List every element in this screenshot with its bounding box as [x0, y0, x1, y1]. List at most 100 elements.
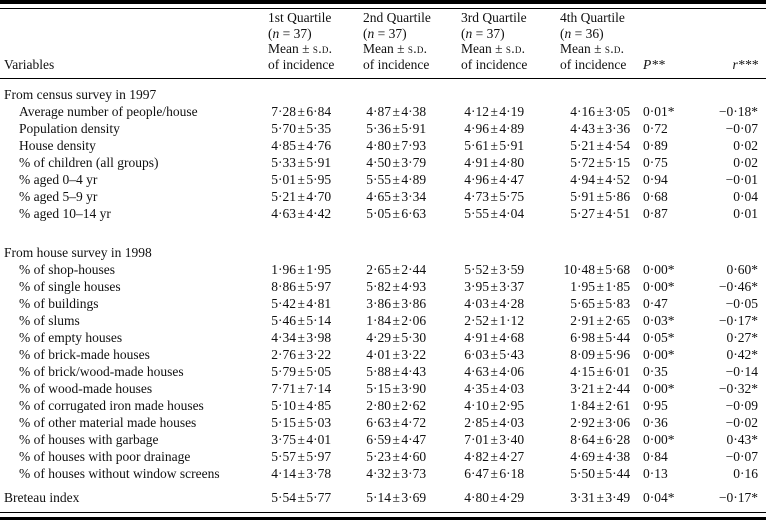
row-label: House density: [19, 138, 96, 153]
row-label: % aged 10–14 yr: [19, 206, 111, 221]
table-row: % of brick/wood-made houses 5·79 ±5·05 5·88…: [0, 363, 766, 380]
r-value: 0·01: [733, 206, 758, 221]
section-title: From house survey in 1998: [4, 245, 152, 260]
quartile-title: 3rd Quartile: [461, 10, 527, 25]
mean-sd-value: 7·28 ±6·84: [271, 104, 332, 119]
mean-sd-value: 4·91 ±4·68: [464, 330, 525, 345]
column-header-variables: Variables: [4, 56, 55, 72]
mean-sd-value: 1·95 ±1·85: [570, 279, 631, 294]
mean-sd-value: 3·86 ±3·86: [366, 296, 427, 311]
mean-sd-value: 3·31 ±3·49: [570, 490, 631, 505]
row-label: % of houses with garbage: [19, 432, 159, 447]
mean-sd-value: 4·80 ±7·93: [366, 138, 427, 153]
p-value: 0·95: [643, 398, 668, 413]
mean-sd-value: 5·21 ±4·54: [570, 138, 631, 153]
table-row: % aged 5–9 yr 5·21 ±4·70 4·65 ±3·34 4·73 ±5·75…: [0, 188, 766, 205]
r-value: 0·43*: [726, 432, 759, 447]
r-value: −0·09: [725, 398, 758, 413]
row-label: % of empty houses: [19, 330, 123, 345]
mean-sd-value: 4·14 ±3·78: [271, 466, 332, 481]
p-value: 0·94: [643, 172, 668, 187]
mean-sd-value: 2·92 ±3·06: [570, 415, 631, 430]
row-label: Population density: [19, 121, 120, 136]
table-row: % of corrugated iron made houses 5·10 ±4·8…: [0, 397, 766, 414]
mean-sd-value: 4·34 ±3·98: [271, 330, 332, 345]
row-label: % of other material made houses: [19, 415, 197, 430]
r-value: 0·60*: [726, 262, 759, 277]
mean-sd-value: 4·94 ±4·52: [570, 172, 631, 187]
mean-sd-value: 3·21 ±2·44: [570, 381, 631, 396]
table-section: From house survey in 1998% of shop-house…: [0, 244, 766, 482]
mean-sd-value: 4·73 ±5·75: [464, 189, 525, 204]
mean-sd-value: 4·15 ±6·01: [570, 364, 631, 379]
row-label: Breteau index: [4, 490, 80, 505]
quartile-n: (n = 37): [268, 25, 312, 41]
mean-sd-value: 7·01 ±3·40: [464, 432, 525, 447]
table-section: From census survey in 1997 Average number…: [0, 86, 766, 222]
p-value: 0·13: [643, 466, 668, 481]
section-title: From census survey in 1997: [4, 87, 157, 102]
table-row: % of wood-made houses 7·71 ±7·14 5·15 ±3·90 4…: [0, 380, 766, 397]
column-header-quartile: 4th Quartile (n = 36) Mean ± s.d. of incide…: [560, 10, 643, 72]
mean-sd-value: 8·09 ±5·96: [570, 347, 631, 362]
incidence-label: of incidence: [560, 56, 627, 72]
mean-sd-value: 5·05 ±6·63: [366, 206, 427, 221]
table-row: % of houses with garbage 3·75 ±4·01 6·59 ±4·…: [0, 431, 766, 448]
table-row: % aged 0–4 yr 5·01 ±5·95 5·55 ±4·89 4·96 ±4·47…: [0, 171, 766, 188]
mean-sd-value: 2·85 ±4·03: [464, 415, 525, 430]
mean-sd-value: 1·84 ±2·06: [366, 313, 427, 328]
p-value: 0·00*: [643, 432, 675, 447]
mean-sd-label: Mean ± s.d.: [461, 41, 526, 56]
row-label: % aged 5–9 yr: [19, 189, 98, 204]
table-row: % of brick-made houses 2·76 ±3·22 4·01 ±3·22…: [0, 346, 766, 363]
mean-sd-value: 4·10 ±2·95: [464, 398, 525, 413]
column-header-quartile: 1st Quartile (n = 37) Mean ± s.d. of incide…: [268, 10, 363, 72]
mean-sd-value: 6·59 ±4·47: [366, 432, 427, 447]
mean-sd-value: 5·72 ±5·15: [570, 155, 631, 170]
incidence-label: of incidence: [363, 56, 430, 72]
p-value: 0·00*: [643, 381, 675, 396]
mean-sd-value: 5·57 ±5·97: [271, 449, 332, 464]
mean-sd-value: 8·86 ±5·97: [271, 279, 332, 294]
mean-sd-value: 4·96 ±4·89: [464, 121, 525, 136]
header-rule: [0, 78, 766, 80]
table-row: % of shop-houses 1·96 ±1·95 2·65 ±2·44 5·52 ±3…: [0, 261, 766, 278]
quartile-n: (n = 36): [560, 25, 604, 41]
incidence-label: of incidence: [268, 56, 335, 72]
quartile-n: (n = 37): [461, 25, 505, 41]
r-value: −0·02: [725, 415, 758, 430]
column-header-quartile: 3rd Quartile (n = 37) Mean ± s.d. of incide…: [461, 10, 560, 72]
bottom-thick-rule: [0, 516, 766, 520]
row-label: % aged 0–4 yr: [19, 172, 98, 187]
p-value: 0·03*: [643, 313, 675, 328]
mean-sd-value: 4·82 ±4·27: [464, 449, 525, 464]
r-value: 0·02: [733, 138, 758, 153]
quartile-title: 2nd Quartile: [363, 10, 431, 25]
mean-sd-value: 5·65 ±5·83: [570, 296, 631, 311]
quartile-n: (n = 37): [363, 25, 407, 41]
mean-sd-value: 2·65 ±2·44: [366, 262, 427, 277]
column-header-p-value: P**: [643, 56, 665, 72]
r-value: 0·27*: [726, 330, 759, 345]
mean-sd-value: 10·48 ±5·68: [563, 262, 631, 277]
row-label: % of brick/wood-made houses: [19, 364, 184, 379]
mean-sd-value: 4·80 ±4·29: [464, 490, 525, 505]
p-value: 0·01*: [643, 104, 675, 119]
table-row: % of buildings 5·42 ±4·81 3·86 ±3·86 4·03 ±4·2…: [0, 295, 766, 312]
mean-sd-value: 5·10 ±4·85: [271, 398, 332, 413]
table-row: % of houses with poor drainage 5·57 ±5·97 5…: [0, 448, 766, 465]
p-value: 0·35: [643, 364, 668, 379]
mean-sd-value: 4·35 ±4·03: [464, 381, 525, 396]
mean-sd-value: 6·03 ±5·43: [464, 347, 525, 362]
table-row: House density 4·85 ±4·76 4·80 ±7·93 5·61 ±5·91…: [0, 137, 766, 154]
row-label: Average number of people/house: [19, 104, 198, 119]
mean-sd-value: 5·88 ±4·43: [366, 364, 427, 379]
mean-sd-value: 2·91 ±2·65: [570, 313, 631, 328]
mean-sd-value: 5·14 ±3·69: [366, 490, 427, 505]
mean-sd-value: 3·75 ±4·01: [271, 432, 332, 447]
p-value: 0·47: [643, 296, 668, 311]
mean-sd-value: 5·01 ±5·95: [271, 172, 332, 187]
mean-sd-value: 4·12 ±4·19: [464, 104, 525, 119]
r-value: −0·17*: [718, 490, 758, 505]
mean-sd-value: 5·42 ±4·81: [271, 296, 332, 311]
